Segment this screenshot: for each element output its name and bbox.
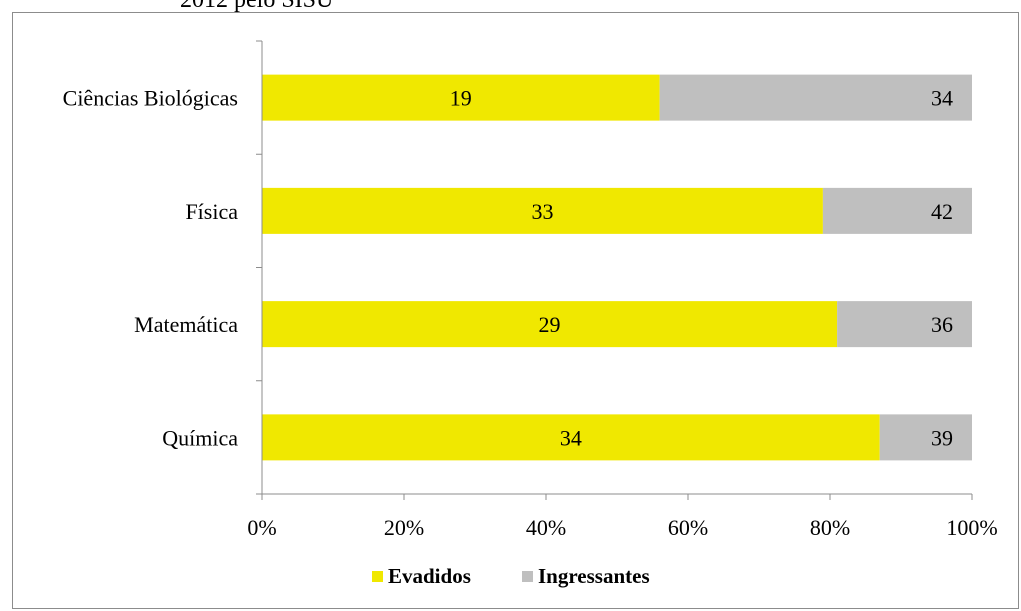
x-tick-label: 80%: [810, 515, 850, 540]
chart-title-fragment: 2012 pelo SISU: [180, 0, 334, 13]
bar-ingressantes-fisica: [822, 187, 972, 234]
category-label-ciencias-biologicas: Ciências Biológicas: [63, 86, 238, 111]
data-label-ingressantes-matematica: 36: [931, 312, 953, 337]
x-tick-label: 40%: [526, 515, 566, 540]
bar-ingressantes-ciencias-biologicas: [659, 74, 972, 121]
bars-layer: 19 34 33 42 29 36 34 39: [262, 74, 972, 461]
x-tick-label: 100%: [946, 515, 997, 540]
data-label-evadidos-quimica: 34: [560, 425, 582, 450]
data-label-ingressantes-quimica: 39: [931, 425, 953, 450]
x-tick-label: 20%: [384, 515, 424, 540]
bar-evadidos-matematica: [262, 301, 838, 348]
category-label-fisica: Física: [185, 199, 238, 224]
data-label-evadidos-ciencias-biologicas: 19: [450, 86, 472, 111]
data-label-ingressantes-ciencias-biologicas: 34: [931, 86, 953, 111]
data-label-evadidos-fisica: 33: [531, 199, 553, 224]
legend-label-ingressantes: Ingressantes: [538, 564, 650, 588]
chart-frame: [12, 12, 1019, 609]
x-tick-label: 0%: [247, 515, 276, 540]
data-label-evadidos-matematica: 29: [539, 312, 561, 337]
bar-evadidos-quimica: [262, 414, 880, 461]
category-label-quimica: Química: [162, 425, 238, 450]
axes-layer: Ciências Biológicas Física Matemática Quími…: [63, 40, 998, 540]
legend: Evadidos Ingressantes: [372, 564, 650, 588]
legend-label-evadidos: Evadidos: [388, 564, 471, 588]
bar-evadidos-fisica: [262, 187, 823, 234]
bar-evadidos-ciencias-biologicas: [262, 74, 660, 121]
bar-ingressantes-quimica: [879, 414, 972, 461]
category-label-matematica: Matemática: [134, 312, 238, 337]
legend-swatch-evadidos: [372, 571, 383, 582]
data-label-ingressantes-fisica: 42: [931, 199, 953, 224]
legend-swatch-ingressantes: [522, 571, 533, 582]
bar-ingressantes-matematica: [837, 301, 972, 348]
x-tick-label: 60%: [668, 515, 708, 540]
